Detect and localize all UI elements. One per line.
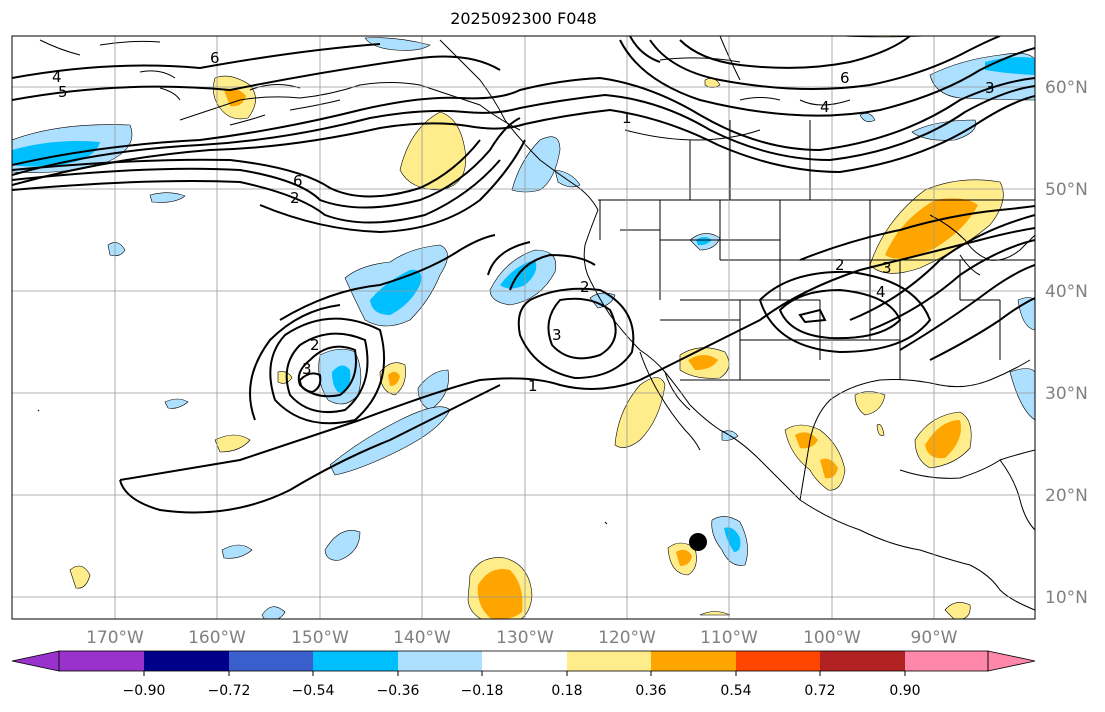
contour-label: 3: [985, 79, 995, 97]
lat-label: 40°N: [1045, 282, 1088, 302]
longitude-labels: 170°W 160°W 150°W 140°W 130°W 120°W 110°…: [86, 628, 958, 648]
colorbar-segment: [567, 651, 651, 671]
map-title: 2025092300 F048: [450, 9, 597, 28]
contour-label: 4: [820, 98, 830, 116]
contour-labels: 4 5 6 6 2 1 4 6 3 2 3 1 3 2 3 4 2: [52, 49, 995, 395]
lat-label: 10°N: [1045, 588, 1088, 608]
colorbar-segment: [59, 651, 144, 671]
storm-center-marker: [689, 533, 707, 551]
contour-label: 3: [882, 259, 892, 277]
latitude-labels: 60°N 50°N 40°N 30°N 20°N 10°N: [1045, 78, 1088, 608]
coastlines: [37, 36, 1035, 611]
lat-label: 20°N: [1045, 486, 1088, 506]
lat-label: 30°N: [1045, 384, 1088, 404]
colorbar-tick-label: −0.18: [461, 683, 504, 699]
colorbar-tick-label: −0.54: [292, 683, 335, 699]
contour-label: 1: [528, 377, 538, 395]
colorbar-segment: [736, 651, 820, 671]
colorbar-segment: [144, 651, 229, 671]
contour-label: 3: [302, 360, 312, 378]
lon-label: 130°W: [496, 628, 554, 648]
lon-label: 140°W: [393, 628, 451, 648]
colorbar-low-extension: [11, 650, 60, 672]
colorbar-segment: [482, 651, 567, 671]
contour-label: 2: [310, 336, 320, 354]
contour-lines: [12, 36, 1035, 514]
contour-label: 3: [552, 326, 562, 344]
colorbar-tick-label: 0.54: [720, 683, 751, 699]
contour-label: 6: [840, 69, 850, 87]
colorbar-tick-label: 0.36: [635, 683, 666, 699]
colorbar-segment: [398, 651, 482, 671]
anomaly-shading: [12, 36, 1035, 619]
contour-label: 5: [58, 83, 68, 101]
colorbar-high-extension: [987, 650, 1036, 672]
colorbar-segment: [820, 651, 905, 671]
colorbar: −0.90 −0.72 −0.54 −0.36 −0.18 0.18 0.36 …: [11, 650, 1036, 699]
colorbar-segment: [229, 651, 313, 671]
colorbar-tick-label: 0.18: [551, 683, 582, 699]
lon-label: 150°W: [291, 628, 349, 648]
colorbar-segment: [651, 651, 736, 671]
map-background: [12, 36, 1035, 619]
colorbar-tick-label: −0.72: [208, 683, 251, 699]
lon-label: 120°W: [598, 628, 656, 648]
contour-label: 2: [290, 189, 300, 207]
contour-label: 6: [293, 172, 303, 190]
contour-label: 2: [835, 256, 845, 274]
lon-label: 90°W: [911, 628, 958, 648]
contour-label: 4: [876, 283, 886, 301]
colorbar-segment: [313, 651, 398, 671]
colorbar-tick-label: −0.36: [377, 683, 420, 699]
lat-label: 60°N: [1045, 78, 1088, 98]
map-frame: [11, 35, 1036, 620]
colorbar-tick-label: 0.72: [804, 683, 835, 699]
lon-label: 160°W: [188, 628, 246, 648]
lon-label: 100°W: [803, 628, 861, 648]
colorbar-tick-label: −0.90: [123, 683, 166, 699]
contour-label: 1: [622, 109, 632, 127]
colorbar-segment: [905, 651, 988, 671]
lat-label: 50°N: [1045, 180, 1088, 200]
contour-label: 6: [210, 49, 220, 67]
colorbar-tick-label: 0.90: [889, 683, 920, 699]
lon-label: 170°W: [86, 628, 144, 648]
contour-label: 4: [52, 68, 62, 86]
contour-label: 2: [580, 278, 590, 296]
lon-label: 110°W: [700, 628, 758, 648]
